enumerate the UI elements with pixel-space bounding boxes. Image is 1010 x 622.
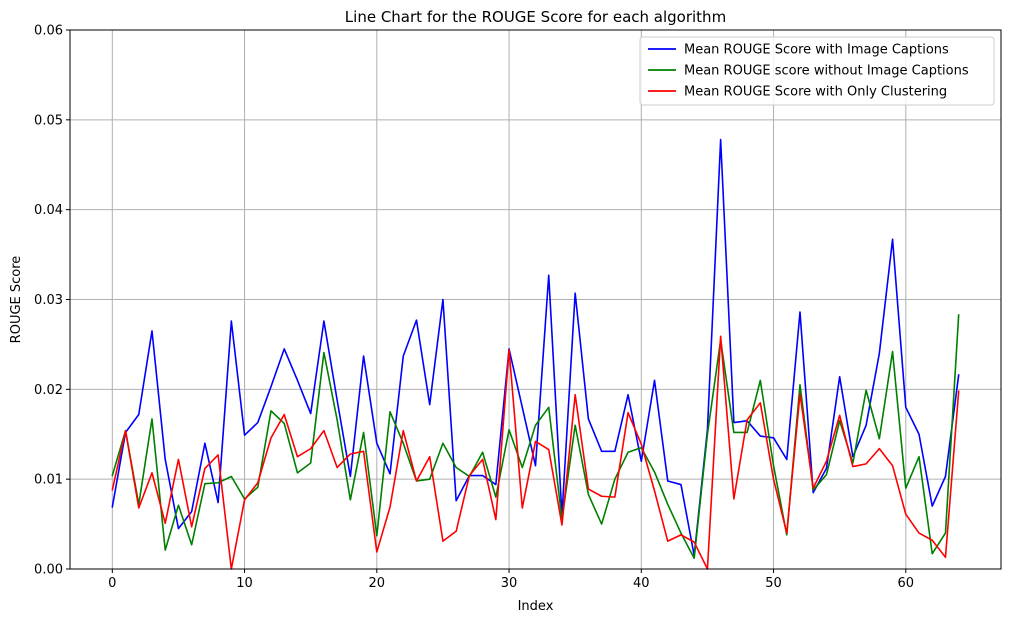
legend-label: Mean ROUGE score without Image Captions xyxy=(684,64,969,79)
legend-label: Mean ROUGE Score with Only Clustering xyxy=(684,85,947,100)
x-tick-label: 50 xyxy=(765,576,782,591)
series-line-2 xyxy=(111,313,960,560)
x-axis: 0 10 20 30 40 50 60 xyxy=(108,569,914,591)
y-tick-label: 0.02 xyxy=(34,383,63,398)
x-tick-label: 60 xyxy=(898,576,915,591)
chart-title: Line Chart for the ROUGE Score for each … xyxy=(345,8,726,26)
x-tick-label: 0 xyxy=(108,576,116,591)
x-tick-label: 20 xyxy=(369,576,386,591)
y-tick-label: 0.06 xyxy=(34,24,63,39)
y-tick-label: 0.00 xyxy=(34,563,63,578)
y-tick-label: 0.04 xyxy=(34,203,63,218)
series-line-3 xyxy=(111,335,960,570)
legend: Mean ROUGE Score with Image Captions Mean… xyxy=(639,36,995,106)
legend-box xyxy=(639,36,995,106)
y-tick-label: 0.03 xyxy=(34,293,63,308)
legend-label: Mean ROUGE Score with Image Captions xyxy=(684,43,949,58)
x-tick-label: 30 xyxy=(501,576,518,591)
x-axis-label: Index xyxy=(518,599,554,614)
y-axis: 0.00 0.01 0.02 0.03 0.04 0.05 0.06 xyxy=(34,24,70,578)
series-lines xyxy=(111,138,960,570)
y-tick-label: 0.01 xyxy=(34,473,63,488)
x-tick-label: 40 xyxy=(633,576,650,591)
x-tick-label: 10 xyxy=(236,576,253,591)
y-tick-label: 0.05 xyxy=(34,113,63,128)
y-axis-label: ROUGE Score xyxy=(9,256,24,344)
